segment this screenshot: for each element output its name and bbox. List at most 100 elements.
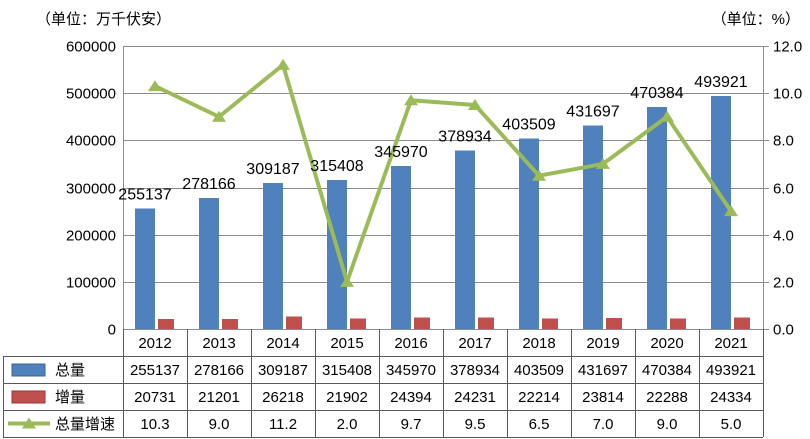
right-axis-tick-label: 12.0 — [773, 39, 802, 56]
right-axis-tick-label: 2.0 — [773, 275, 794, 292]
growth-line-marker — [212, 110, 226, 122]
increment-bar — [158, 319, 174, 329]
growth-line-marker — [596, 157, 610, 169]
increment-bar — [670, 318, 686, 329]
left-axis-tick-label: 100000 — [66, 275, 116, 292]
table-cell-total: 278166 — [194, 362, 244, 379]
left-axis-unit-label: （单位：万千伏安） — [36, 11, 172, 28]
legend-label-growth: 总量增速 — [55, 416, 115, 433]
total-bar — [455, 150, 475, 329]
table-cell-total: 470384 — [642, 362, 692, 379]
table-cell-increment: 21201 — [198, 389, 240, 406]
total-bar — [263, 183, 283, 329]
growth-line-marker — [468, 98, 482, 110]
bar-value-label: 403509 — [502, 117, 555, 134]
table-cell-increment: 23814 — [582, 389, 624, 406]
table-cell-total: 378934 — [450, 362, 500, 379]
total-bar — [199, 197, 219, 329]
left-axis-tick-label: 0 — [108, 322, 116, 339]
table-cell-total: 493921 — [706, 362, 756, 379]
legend-label-total: 总量 — [55, 362, 85, 379]
total-bar — [583, 125, 603, 330]
year-label: 2015 — [330, 335, 363, 352]
increment-bar — [542, 318, 558, 329]
right-axis-tick-label: 8.0 — [773, 133, 794, 150]
growth-line-marker — [148, 80, 162, 92]
table-cell-total: 431697 — [578, 362, 628, 379]
year-label: 2021 — [714, 335, 747, 352]
increment-bar — [350, 318, 366, 329]
table-cell-increment: 24334 — [710, 389, 752, 406]
table-cell-growth: 5.0 — [721, 416, 742, 433]
bar-value-label: 309187 — [246, 161, 299, 178]
total-bar — [711, 96, 731, 329]
table-cell-increment: 20731 — [134, 389, 176, 406]
legend-label-increment: 增量 — [55, 389, 85, 406]
increment-bar — [286, 316, 302, 329]
legend-swatch-increment — [11, 390, 46, 404]
left-axis-tick-label: 200000 — [66, 228, 116, 245]
increment-bar — [414, 317, 430, 329]
growth-line — [154, 62, 733, 284]
year-label: 2014 — [266, 335, 299, 352]
table-cell-growth: 9.0 — [209, 416, 230, 433]
growth-line-marker — [724, 205, 738, 217]
year-label: 2017 — [458, 335, 491, 352]
table-cell-total: 403509 — [514, 362, 564, 379]
table-cell-increment: 22288 — [646, 389, 688, 406]
bar-value-label: 378934 — [438, 128, 491, 145]
left-axis-tick-label: 400000 — [66, 133, 116, 150]
legend-marker-growth — [22, 417, 36, 429]
year-label: 2018 — [522, 335, 555, 352]
table-cell-growth: 9.7 — [401, 416, 422, 433]
growth-line-marker — [340, 275, 354, 287]
growth-line-marker — [660, 110, 674, 122]
increment-bar — [734, 317, 750, 329]
table-cell-total: 345970 — [386, 362, 436, 379]
bar-value-label: 278166 — [182, 176, 235, 193]
table-cell-growth: 10.3 — [140, 416, 169, 433]
bar-value-label: 431697 — [566, 103, 619, 120]
right-axis-tick-label: 0.0 — [773, 322, 794, 339]
growth-line-marker — [532, 169, 546, 181]
table-cell-growth: 2.0 — [337, 416, 358, 433]
table-cell-growth: 11.2 — [269, 416, 297, 433]
legend-swatch-total — [11, 363, 46, 377]
year-label: 2013 — [202, 335, 235, 352]
right-axis-tick-label: 6.0 — [773, 181, 794, 198]
table-cell-growth: 7.0 — [593, 416, 614, 433]
table-cell-increment: 24231 — [454, 389, 496, 406]
growth-line-marker — [404, 94, 418, 106]
total-bar — [519, 138, 539, 329]
table-cell-increment: 26218 — [262, 389, 304, 406]
table-cell-increment: 21902 — [326, 389, 368, 406]
left-axis-tick-label: 600000 — [66, 39, 116, 56]
year-label: 2016 — [394, 335, 427, 352]
table-cell-growth: 9.0 — [657, 416, 678, 433]
bar-value-label: 493921 — [694, 74, 747, 91]
right-axis-tick-label: 4.0 — [773, 228, 794, 245]
year-label: 2020 — [650, 335, 683, 352]
increment-bar — [606, 317, 622, 329]
table-cell-growth: 6.5 — [529, 416, 550, 433]
table-cell-growth: 9.5 — [465, 416, 486, 433]
table-cell-total: 309187 — [258, 362, 308, 379]
table-cell-total: 255137 — [130, 362, 180, 379]
total-bar — [135, 208, 155, 329]
growth-line-marker — [276, 58, 290, 70]
table-cell-increment: 22214 — [518, 389, 560, 406]
increment-bar — [478, 317, 494, 329]
bar-value-label: 255137 — [118, 187, 171, 204]
right-axis-tick-label: 10.0 — [773, 86, 802, 103]
table-cell-total: 315408 — [322, 362, 372, 379]
bar-value-label: 345970 — [374, 144, 427, 161]
bar-value-label: 315408 — [310, 158, 363, 175]
total-bar — [391, 165, 411, 329]
left-axis-tick-label: 500000 — [66, 86, 116, 103]
year-label: 2012 — [138, 335, 171, 352]
increment-bar — [222, 319, 238, 329]
year-label: 2019 — [586, 335, 619, 352]
table-cell-increment: 24394 — [390, 389, 432, 406]
